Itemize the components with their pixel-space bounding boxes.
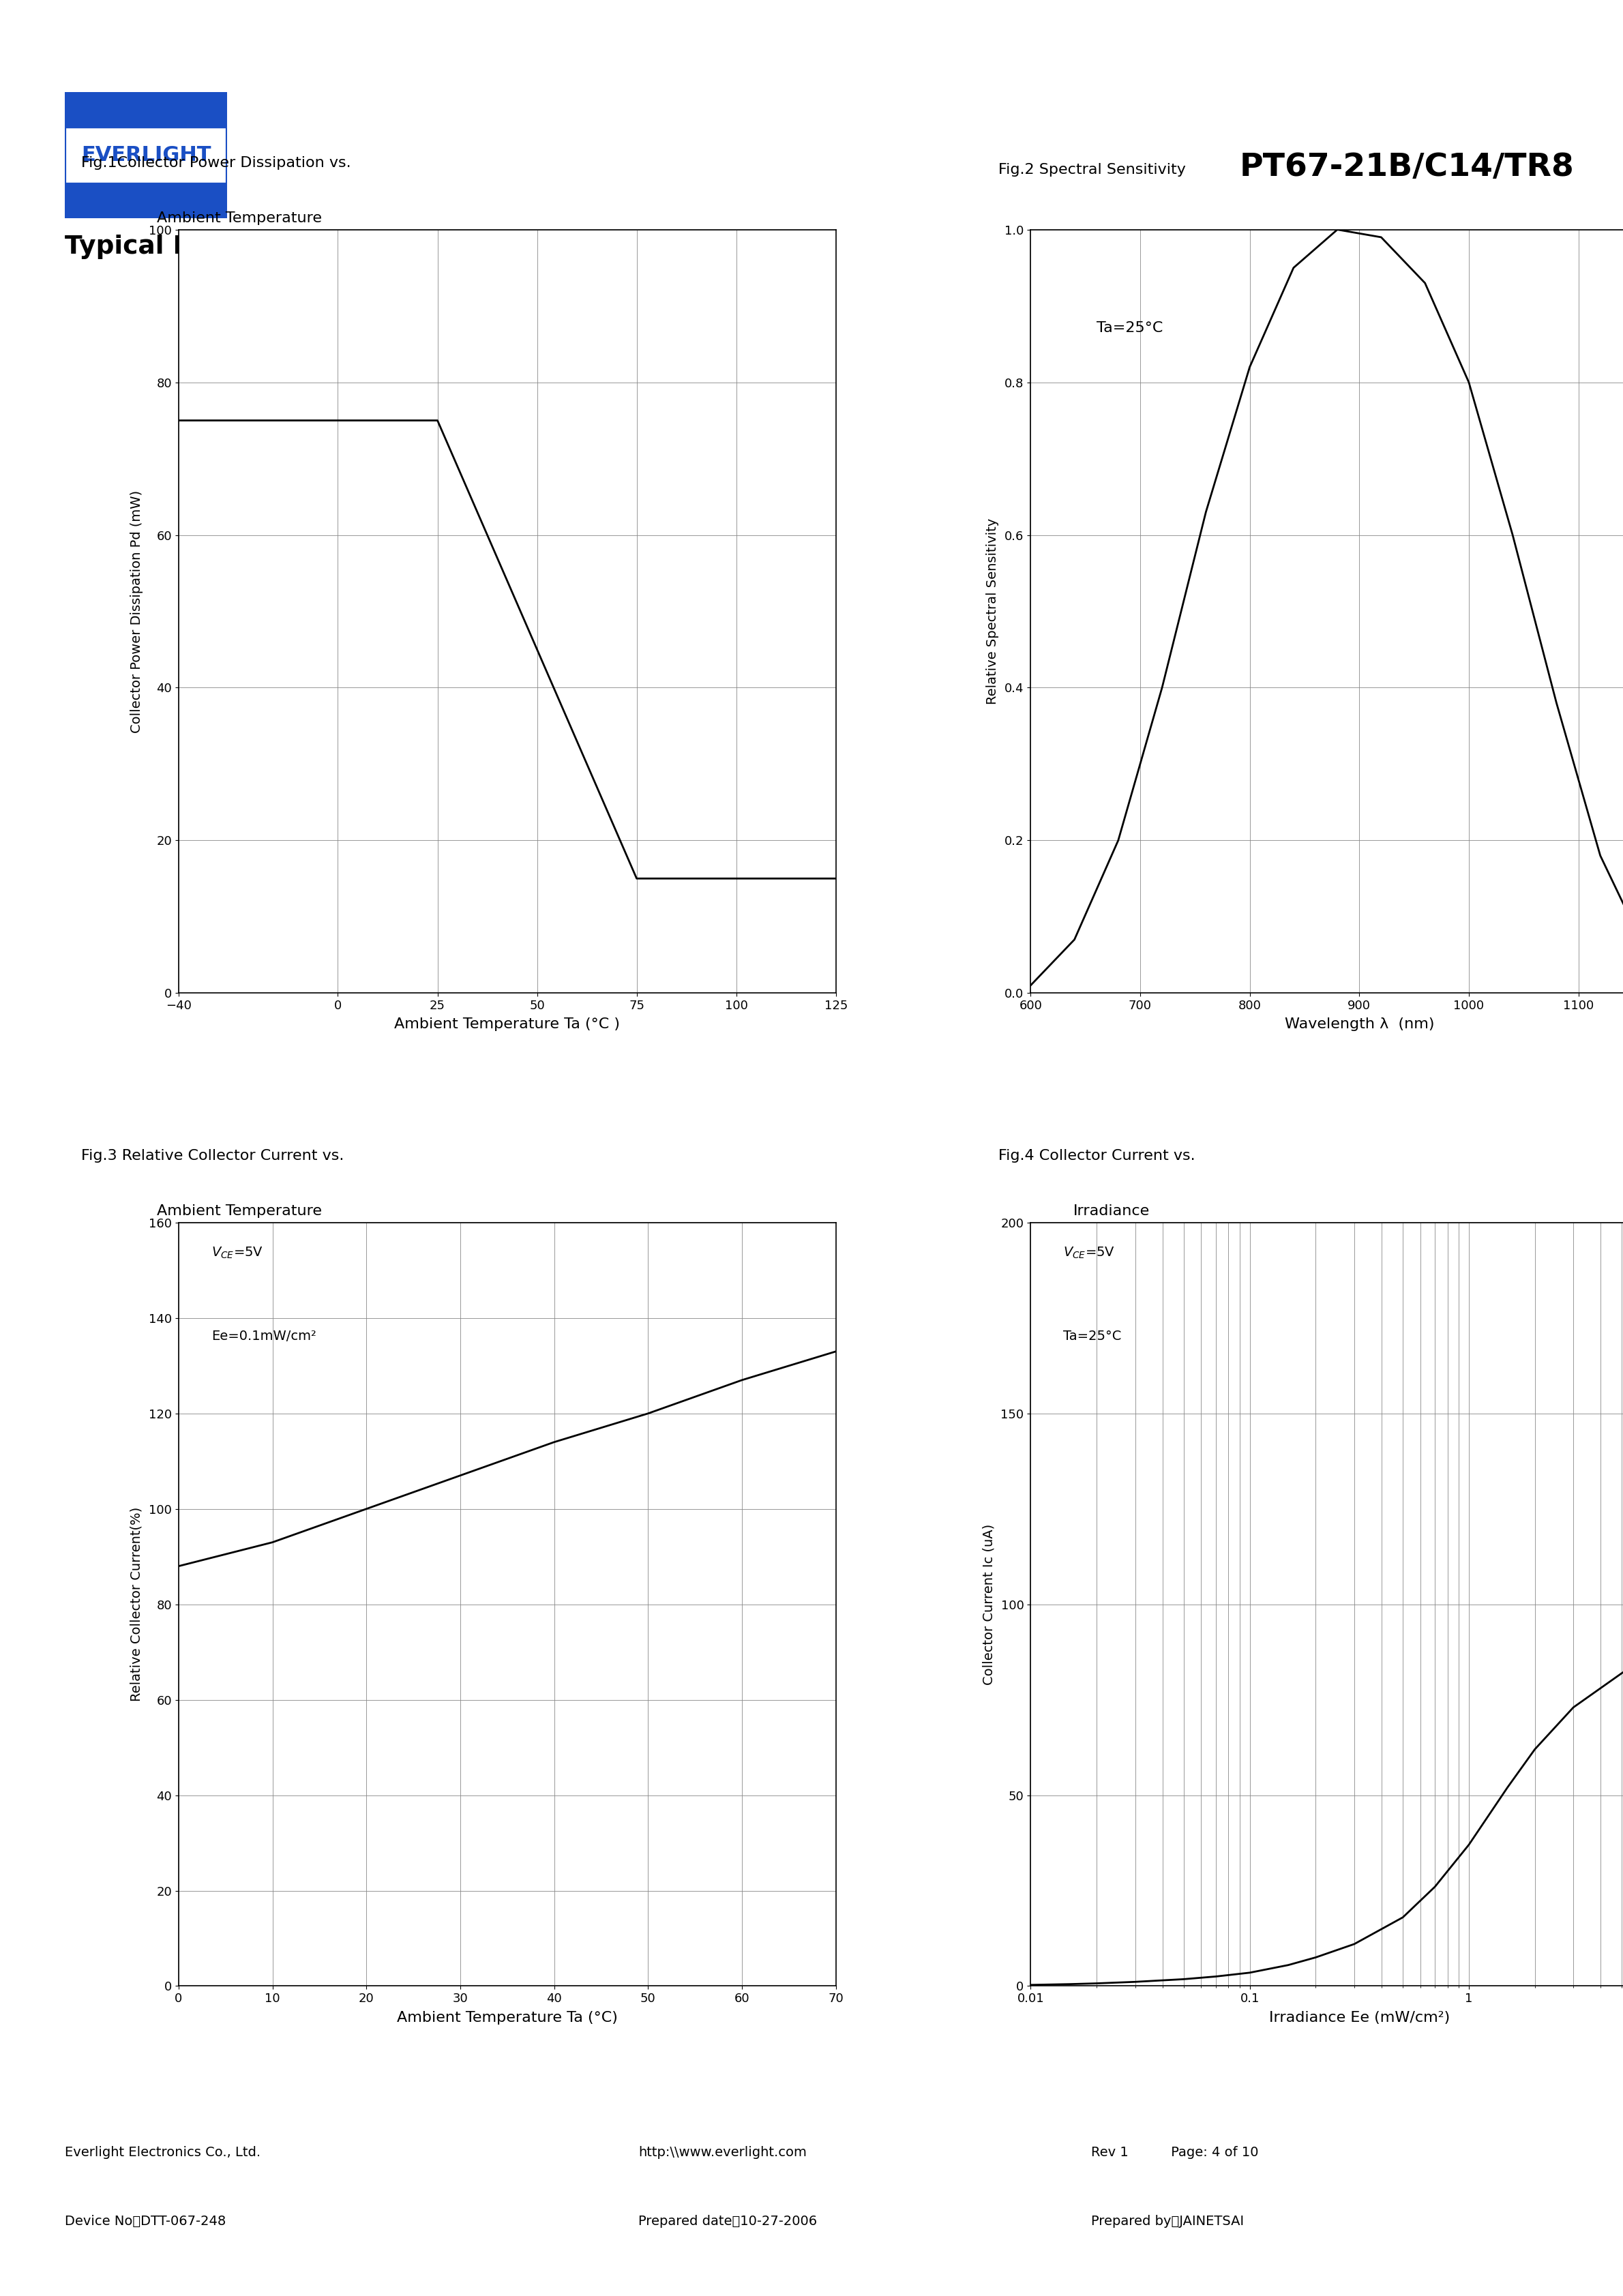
Text: Prepared date：10-27-2006: Prepared date：10-27-2006	[638, 2216, 818, 2227]
Text: Ee=0.1mW/cm²: Ee=0.1mW/cm²	[211, 1329, 316, 1343]
Text: EVERLIGHT: EVERLIGHT	[81, 145, 211, 165]
Y-axis label: Collector Power Dissipation Pd (mW): Collector Power Dissipation Pd (mW)	[130, 489, 143, 732]
X-axis label: Wavelength λ  (nm): Wavelength λ (nm)	[1284, 1017, 1435, 1031]
Bar	[65, 92, 227, 126]
Text: Prepared by：JAINETSAI: Prepared by：JAINETSAI	[1091, 2216, 1245, 2227]
X-axis label: Ambient Temperature Ta (°C): Ambient Temperature Ta (°C)	[396, 2011, 618, 2025]
Text: http:\\www.everlight.com: http:\\www.everlight.com	[638, 2147, 807, 2158]
Text: $V_{CE}$=5V: $V_{CE}$=5V	[211, 1244, 263, 1261]
Text: Ta=25°C: Ta=25°C	[1063, 1329, 1121, 1343]
Text: PT67-21B/C14/TR8: PT67-21B/C14/TR8	[1240, 152, 1574, 184]
Text: Fig.1Collector Power Dissipation vs.: Fig.1Collector Power Dissipation vs.	[81, 156, 351, 170]
Bar	[65, 184, 227, 218]
Text: Device No：DTT-067-248: Device No：DTT-067-248	[65, 2216, 226, 2227]
Y-axis label: Collector Current Ic (uA): Collector Current Ic (uA)	[982, 1525, 995, 1685]
Text: Irradiance: Irradiance	[1074, 1205, 1151, 1217]
Text: Ta=25°C: Ta=25°C	[1097, 321, 1162, 335]
Y-axis label: Relative Spectral Sensitivity: Relative Spectral Sensitivity	[985, 519, 998, 705]
Text: Rev 1          Page: 4 of 10: Rev 1 Page: 4 of 10	[1091, 2147, 1259, 2158]
Text: Fig.3 Relative Collector Current vs.: Fig.3 Relative Collector Current vs.	[81, 1148, 344, 1162]
X-axis label: Ambient Temperature Ta (°C ): Ambient Temperature Ta (°C )	[394, 1017, 620, 1031]
X-axis label: Irradiance Ee (mW/cm²): Irradiance Ee (mW/cm²)	[1269, 2011, 1449, 2025]
Text: Ambient Temperature: Ambient Temperature	[157, 211, 321, 225]
Text: Typical Electro-Optical Characteristics Curves: Typical Electro-Optical Characteristics …	[65, 234, 721, 259]
Text: Ambient Temperature: Ambient Temperature	[157, 1205, 321, 1217]
FancyBboxPatch shape	[65, 92, 227, 218]
Y-axis label: Relative Collector Current(%): Relative Collector Current(%)	[130, 1506, 143, 1701]
Text: Everlight Electronics Co., Ltd.: Everlight Electronics Co., Ltd.	[65, 2147, 261, 2158]
Text: Fig.4 Collector Current vs.: Fig.4 Collector Current vs.	[998, 1148, 1195, 1162]
Text: $V_{CE}$=5V: $V_{CE}$=5V	[1063, 1244, 1115, 1261]
Text: Fig.2 Spectral Sensitivity: Fig.2 Spectral Sensitivity	[998, 163, 1185, 177]
